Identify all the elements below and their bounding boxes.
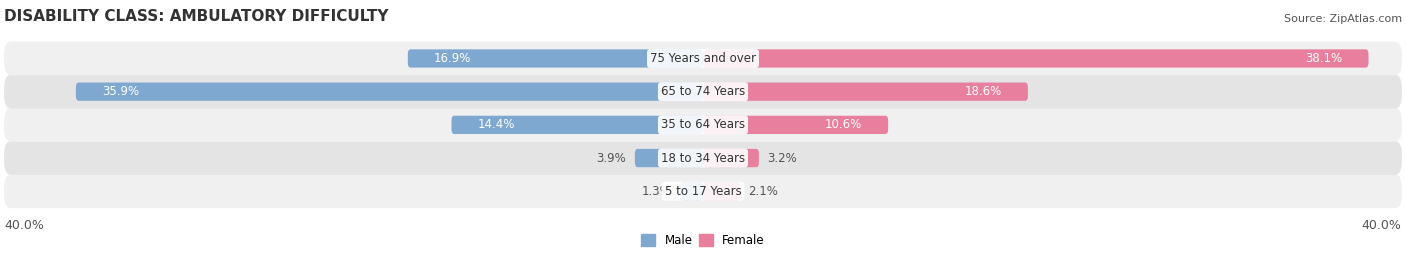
FancyBboxPatch shape xyxy=(703,49,1368,68)
FancyBboxPatch shape xyxy=(4,108,1402,142)
Text: 14.4%: 14.4% xyxy=(478,118,515,131)
Text: 18 to 34 Years: 18 to 34 Years xyxy=(661,151,745,165)
FancyBboxPatch shape xyxy=(4,42,1402,75)
FancyBboxPatch shape xyxy=(408,49,703,68)
Text: 1.3%: 1.3% xyxy=(641,185,672,198)
FancyBboxPatch shape xyxy=(4,141,1402,175)
FancyBboxPatch shape xyxy=(703,149,759,167)
FancyBboxPatch shape xyxy=(681,182,703,200)
Text: 2.1%: 2.1% xyxy=(748,185,779,198)
Text: 18.6%: 18.6% xyxy=(965,85,1001,98)
Legend: Male, Female: Male, Female xyxy=(637,229,769,252)
FancyBboxPatch shape xyxy=(636,149,703,167)
FancyBboxPatch shape xyxy=(4,174,1402,208)
Text: 3.2%: 3.2% xyxy=(768,151,797,165)
Text: 3.9%: 3.9% xyxy=(596,151,626,165)
FancyBboxPatch shape xyxy=(76,83,703,101)
Text: 35.9%: 35.9% xyxy=(103,85,139,98)
Text: 65 to 74 Years: 65 to 74 Years xyxy=(661,85,745,98)
Text: 40.0%: 40.0% xyxy=(1362,219,1402,232)
Text: 38.1%: 38.1% xyxy=(1305,52,1343,65)
Text: 40.0%: 40.0% xyxy=(4,219,44,232)
Text: 16.9%: 16.9% xyxy=(434,52,471,65)
Text: 5 to 17 Years: 5 to 17 Years xyxy=(665,185,741,198)
Text: 75 Years and over: 75 Years and over xyxy=(650,52,756,65)
FancyBboxPatch shape xyxy=(703,83,1028,101)
FancyBboxPatch shape xyxy=(703,116,889,134)
Text: DISABILITY CLASS: AMBULATORY DIFFICULTY: DISABILITY CLASS: AMBULATORY DIFFICULTY xyxy=(4,9,389,24)
Text: 35 to 64 Years: 35 to 64 Years xyxy=(661,118,745,131)
FancyBboxPatch shape xyxy=(4,75,1402,109)
Text: 10.6%: 10.6% xyxy=(825,118,862,131)
FancyBboxPatch shape xyxy=(703,182,740,200)
Text: Source: ZipAtlas.com: Source: ZipAtlas.com xyxy=(1284,14,1402,24)
FancyBboxPatch shape xyxy=(451,116,703,134)
